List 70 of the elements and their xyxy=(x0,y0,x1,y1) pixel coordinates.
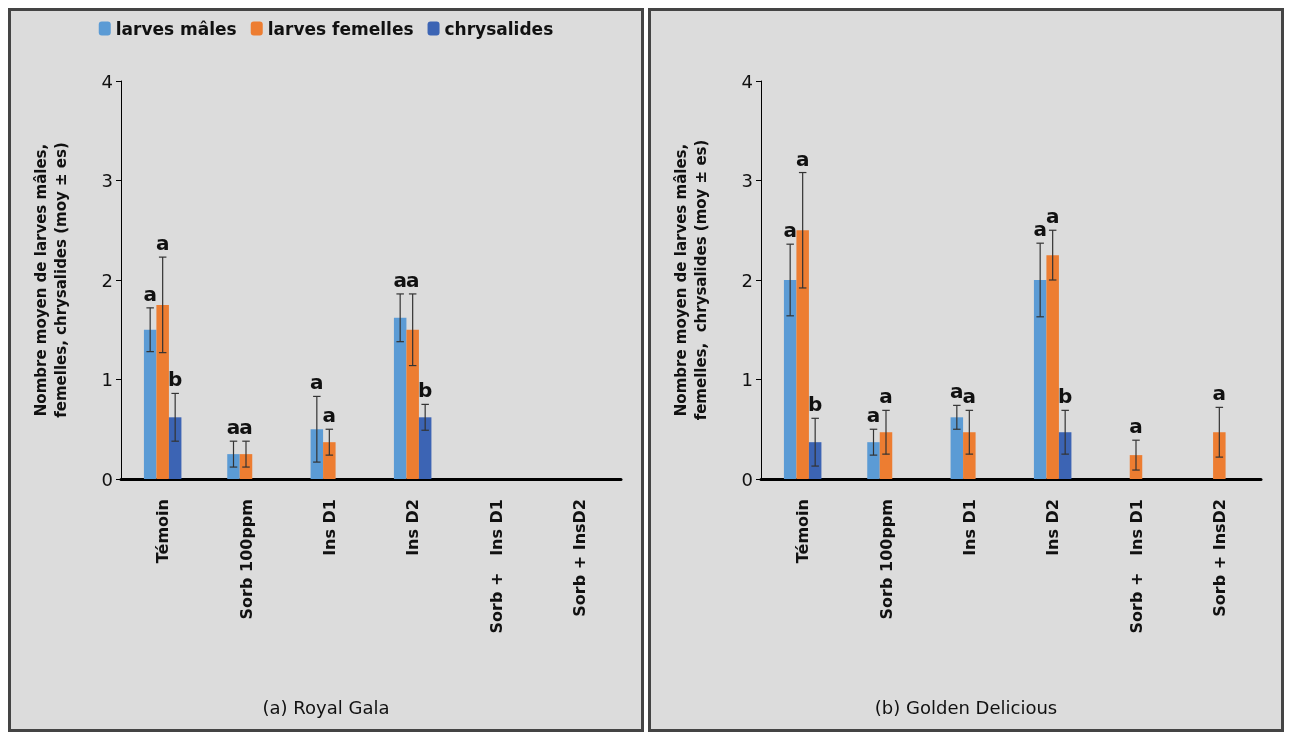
legend-label: larves femelles xyxy=(267,18,414,39)
annotation: b xyxy=(1058,384,1073,409)
x-tick-label: Ins D1 xyxy=(959,499,979,556)
x-tick-label: Ins D1 xyxy=(319,499,339,556)
x-tick-label: Sorb + Ins D1 xyxy=(486,499,506,634)
y-tick-label: 4 xyxy=(741,70,753,92)
annotation: a xyxy=(393,267,407,292)
y-axis-title: Nombre moyen de larves mâles, femelles, chrysalides (moy ± es) xyxy=(32,142,70,418)
y-axis-title: Nombre moyen de larves mâles, femelles, chrysalides (moy ± es) xyxy=(672,139,710,421)
x-tick-label: Sorb 100ppm xyxy=(876,499,896,620)
y-tick-label: 2 xyxy=(741,269,753,291)
annotation: a xyxy=(405,267,420,292)
x-tick-label: Sorb + Ins D1 xyxy=(1126,499,1146,634)
text: (a) Royal Gala xyxy=(262,696,390,718)
x-tick-label: Sorb + InsD2 xyxy=(569,499,589,617)
bar xyxy=(808,442,822,479)
x-tick-label: Ins D2 xyxy=(1043,499,1063,556)
bar xyxy=(168,417,182,479)
bar xyxy=(796,230,809,479)
annotation: a xyxy=(239,415,253,440)
bar xyxy=(1058,432,1072,479)
annotation: a xyxy=(950,379,964,404)
y-tick-label: 0 xyxy=(741,468,753,490)
annotation: a xyxy=(310,370,324,395)
bar xyxy=(418,417,432,479)
x-tick-label: Témoin xyxy=(793,499,813,564)
bar xyxy=(156,304,169,479)
annotation: a xyxy=(1033,217,1047,242)
annotation: a xyxy=(962,384,977,409)
annotation: a xyxy=(1129,414,1143,439)
annotation: a xyxy=(866,403,881,428)
bar xyxy=(867,442,880,479)
bar xyxy=(783,280,797,479)
x-tick-label: Sorb + InsD2 xyxy=(1209,499,1229,617)
bar xyxy=(963,432,976,479)
x-tick-label: Sorb 100ppm xyxy=(236,499,256,620)
bar xyxy=(227,454,240,479)
y-tick-label: 1 xyxy=(101,369,113,390)
y-tick-label: 3 xyxy=(101,170,113,191)
legend-label: larves mâles xyxy=(115,18,237,39)
x-tick-label: Ins D2 xyxy=(403,499,423,556)
bar xyxy=(1213,432,1226,479)
bar xyxy=(950,417,964,479)
bar xyxy=(406,329,419,479)
annotation: b xyxy=(418,378,433,403)
bar xyxy=(143,329,157,479)
annotation: a xyxy=(155,231,170,256)
bar xyxy=(323,442,336,479)
annotation: a xyxy=(783,218,797,243)
text: (b) Golden Delicious xyxy=(874,696,1058,718)
annotation: a xyxy=(226,415,241,440)
annotation: a xyxy=(795,146,810,171)
y-tick-label: 4 xyxy=(101,70,113,92)
annotation: b xyxy=(168,367,183,392)
legend-label: chrysalides xyxy=(444,18,554,39)
bar xyxy=(1033,280,1047,479)
y-tick-label: 2 xyxy=(101,269,113,291)
annotation: b xyxy=(808,392,823,417)
annotation: a xyxy=(322,403,337,428)
x-tick-label: Témoin xyxy=(153,499,173,564)
bar xyxy=(310,429,324,479)
annotation: a xyxy=(143,281,157,306)
annotation: a xyxy=(879,384,893,409)
annotation: a xyxy=(1045,204,1060,229)
annotation: a xyxy=(1212,381,1227,406)
bar xyxy=(1046,255,1059,479)
bar xyxy=(393,317,407,479)
y-tick-label: 0 xyxy=(101,468,113,490)
y-tick-label: 3 xyxy=(741,170,753,191)
y-tick-label: 1 xyxy=(741,369,753,390)
